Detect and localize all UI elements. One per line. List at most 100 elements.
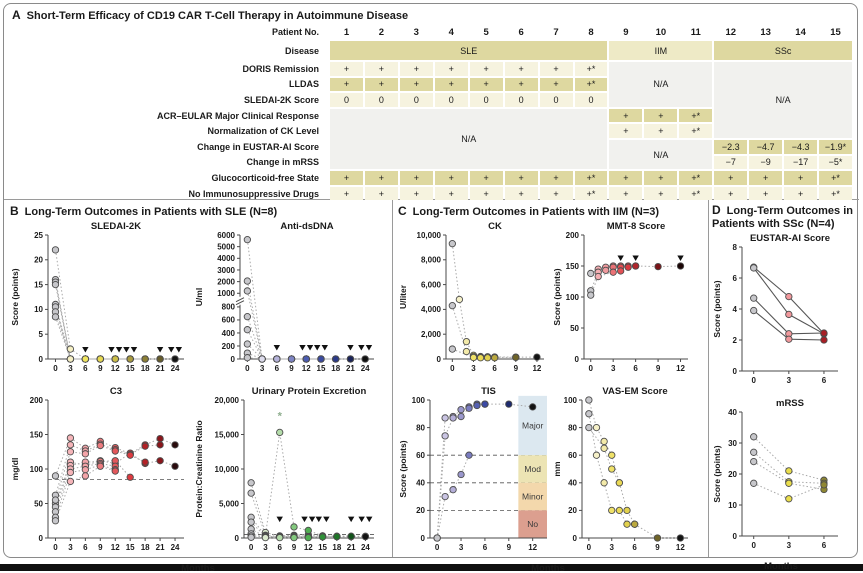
band-no (518, 510, 547, 538)
table-cell: + (609, 108, 643, 123)
data-point (66, 355, 75, 363)
table-cell: + (434, 171, 468, 185)
x-tick-label: 18 (331, 364, 340, 373)
na-block: N/A (609, 139, 713, 170)
data-point (462, 347, 471, 356)
series-line (588, 399, 681, 539)
y-tick-label: 0 (421, 534, 426, 543)
data-point (750, 458, 758, 466)
table-cell: + (330, 62, 363, 76)
panel-d: D Long-Term Outcomes in Patients with SSc… (712, 203, 858, 572)
data-point (302, 355, 310, 363)
series-line (753, 268, 825, 335)
table-cell: −1.9* (819, 139, 852, 154)
chart-svg: 0 50 100 150 200 0 3 6 9 12 MMT-8 Score Score (poin… (552, 221, 688, 373)
y-tick-label: 20 (568, 506, 577, 515)
data-point (608, 451, 616, 459)
x-tick-label: 6 (822, 376, 827, 385)
table-cell: + (504, 171, 538, 185)
panel-divider-b-c (392, 200, 393, 557)
data-point (469, 353, 478, 362)
data-point (318, 533, 327, 541)
annotation: * (278, 410, 283, 422)
series-line (247, 357, 307, 360)
data-point (465, 451, 473, 459)
chart-eustar-ai: 0 2 4 6 8 0 3 6 EUSTAR-AI Score Score (points) (712, 232, 850, 395)
data-point (81, 466, 90, 474)
chart-svg: 0 2 4 6 8 0 3 6 EUSTAR-AI Score Score (points) (712, 233, 838, 385)
table-cell: +* (574, 77, 608, 92)
data-point (600, 479, 608, 487)
data-point (676, 534, 685, 542)
data-point (750, 449, 758, 457)
y-tick-label: 2000 (217, 277, 235, 286)
panel-b: B Long-Term Outcomes in Patients with SLE… (10, 204, 390, 573)
disease-group-ssc: SSc (714, 41, 852, 60)
table-cell: 0 (399, 93, 433, 107)
y-tick-label: 2,000 (421, 330, 442, 339)
y-tick-label: 6000 (217, 231, 235, 240)
data-point (247, 479, 255, 487)
panel-b-title: B Long-Term Outcomes in Patients with SLE… (10, 204, 278, 218)
y-tick-label: 10 (728, 501, 737, 510)
panel-c-title: C Long-Term Outcomes in Patients with IIM… (398, 204, 660, 218)
table-cell: 0 (469, 93, 503, 107)
x-tick-label: 21 (156, 364, 165, 373)
band-minor (518, 482, 547, 511)
event-arrowhead (365, 345, 373, 351)
x-tick-label: 0 (53, 543, 58, 552)
table-cell: + (609, 124, 643, 138)
data-point (243, 313, 252, 321)
y-axis-label: Score (points) (712, 446, 722, 503)
data-point (533, 353, 541, 361)
y-tick-label: 15 (34, 280, 43, 289)
patient-number: 9 (623, 26, 629, 38)
table-cell: + (434, 77, 468, 92)
data-point (346, 355, 355, 363)
panel-c: C Long-Term Outcomes in Patients with IIM… (398, 204, 704, 573)
data-point (785, 336, 793, 344)
chart-c3: 0 50 100 150 200 0 3 6 9 12 15 18 21 24 C3 mg/dl (10, 385, 194, 562)
table-cell: + (644, 186, 678, 201)
data-point (96, 355, 104, 363)
table-cell: 0 (504, 93, 538, 107)
table-cell: + (364, 77, 398, 92)
series-line (246, 280, 366, 360)
chart-svg: 0 200 400 600 800 1000 2000 3000 4000 5000 6000 0 3 6… (194, 221, 374, 373)
data-point (624, 263, 632, 271)
na-block: N/A (609, 62, 713, 107)
event-arrowhead (108, 347, 115, 353)
table-cell: + (749, 186, 783, 201)
chart-title: EUSTAR-AI Score (750, 233, 830, 244)
data-point (171, 441, 179, 449)
y-tick-label: 800 (222, 303, 236, 312)
event-arrowhead (301, 516, 308, 523)
y-tick-label: 15,000 (215, 430, 240, 439)
data-point (465, 404, 473, 412)
data-point (512, 353, 520, 362)
chart-mrss: 0 10 20 30 40 0 3 6 mRSS Score (points) (712, 397, 850, 560)
data-point (600, 444, 608, 452)
x-tick-label: 3 (459, 543, 464, 552)
y-tick-label: 80 (416, 423, 425, 432)
data-point (51, 280, 60, 289)
y-tick-label: 0 (733, 532, 738, 541)
event-arrowhead (617, 255, 624, 262)
event-arrowhead (306, 345, 314, 351)
table-cell: −17 (784, 155, 818, 170)
data-point (750, 480, 758, 488)
series-line (753, 267, 825, 335)
table-cell: +* (574, 186, 608, 201)
series-line (250, 493, 366, 538)
data-point (585, 410, 593, 418)
series-line (246, 290, 351, 360)
panel-a: A Short-Term Efficacy of CD19 CAR T-Cell … (12, 8, 852, 22)
data-point (287, 355, 296, 363)
table-cell: +* (679, 124, 713, 138)
patient-number: 15 (830, 26, 841, 38)
row-label: Glucocorticoid-free State (211, 172, 319, 183)
y-tick-label: 600 (222, 316, 236, 325)
y-axis-label: Score (points) (712, 281, 722, 338)
x-tick-label: 15 (126, 543, 135, 552)
data-point (126, 473, 134, 481)
